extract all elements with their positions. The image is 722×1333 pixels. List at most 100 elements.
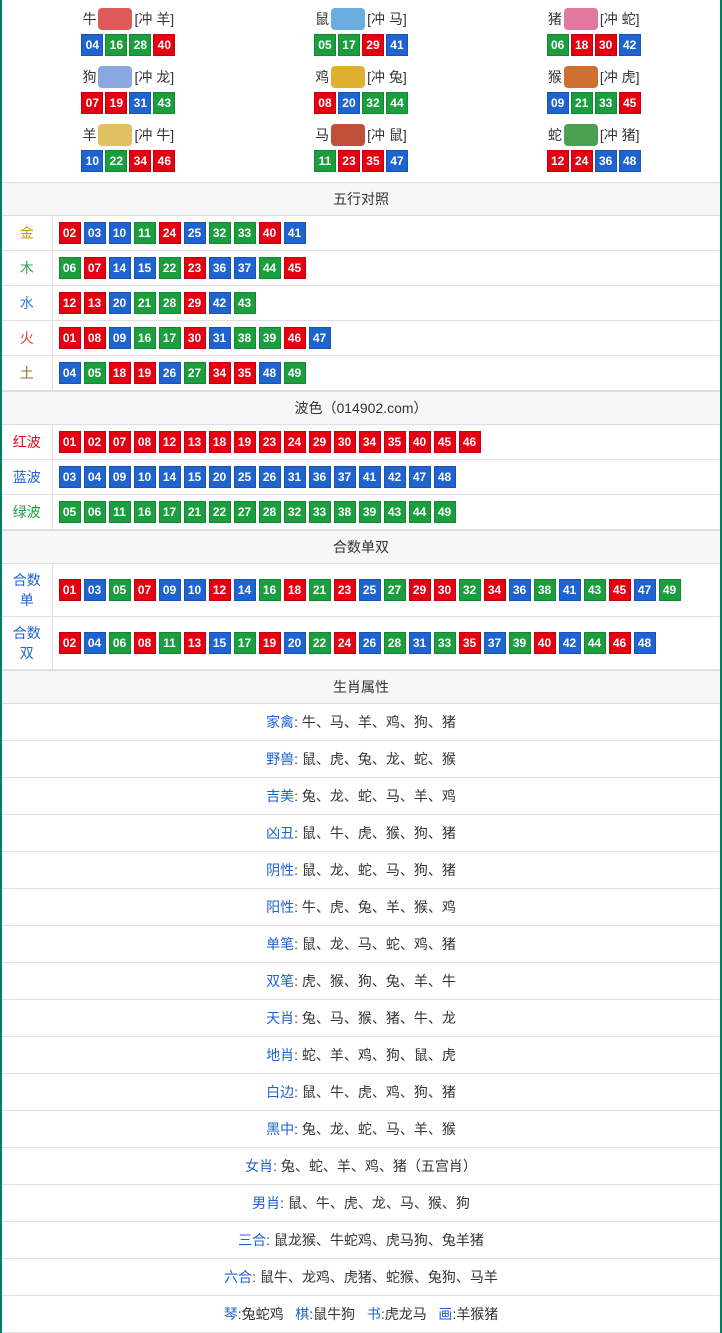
zodiac-balls: 11233547 [245,150,478,172]
ball-38: 38 [534,579,556,601]
ball-36: 36 [309,466,331,488]
zodiac-cell: 狗[冲 龙]07193143 [12,62,245,120]
zodiac-icon [564,8,598,30]
footer-value: :鼠牛狗 [309,1306,355,1322]
attr-row: 白边: 鼠、牛、虎、鸡、狗、猪 [2,1074,720,1111]
zodiac-cell: 牛[冲 羊]04162840 [12,4,245,62]
zodiac-icon [98,66,132,88]
table-row: 火0108091617303138394647 [2,321,720,356]
attr-key: 阴性 [266,862,294,878]
ball-23: 23 [338,150,360,172]
ball-47: 47 [634,579,656,601]
ball-24: 24 [334,632,356,654]
attr-value: 鼠、牛、虎、猴、狗、猪 [302,825,456,841]
ball-32: 32 [209,222,231,244]
ball-40: 40 [259,222,281,244]
footer-key: 棋 [295,1306,309,1322]
ball-32: 32 [459,579,481,601]
ball-41: 41 [386,34,408,56]
ball-41: 41 [284,222,306,244]
attr-sep: : [280,1195,288,1211]
zodiac-name: 蛇 [548,125,562,145]
attr-sep: : [294,1084,302,1100]
ball-20: 20 [284,632,306,654]
ball-08: 08 [134,431,156,453]
table-row: 红波0102070812131819232429303435404546 [2,425,720,460]
ball-49: 49 [659,579,681,601]
attr-sep: : [294,862,302,878]
attr-value: 兔、龙、蛇、马、羊、猴 [302,1121,456,1137]
footer-value: :羊猴猪 [452,1306,498,1322]
attr-sep: : [294,1047,302,1063]
attr-row: 吉美: 兔、龙、蛇、马、羊、鸡 [2,778,720,815]
ball-42: 42 [384,466,406,488]
attr-value: 牛、虎、兔、羊、猴、鸡 [302,899,456,915]
zodiac-balls: 05172941 [245,34,478,56]
zodiac-icon [331,124,365,146]
ball-39: 39 [509,632,531,654]
attr-row: 双笔: 虎、猴、狗、兔、羊、牛 [2,963,720,1000]
row-label: 火 [2,321,52,356]
ball-12: 12 [209,579,231,601]
ball-18: 18 [284,579,306,601]
ball-03: 03 [84,222,106,244]
zodiac-name: 猪 [548,9,562,29]
ball-47: 47 [386,150,408,172]
zodiac-icon [564,66,598,88]
attr-row: 地肖: 蛇、羊、鸡、狗、鼠、虎 [2,1037,720,1074]
ball-46: 46 [284,327,306,349]
ball-09: 09 [109,327,131,349]
ball-19: 19 [259,632,281,654]
ball-11: 11 [109,501,131,523]
ball-06: 06 [109,632,131,654]
attr-row: 单笔: 鼠、龙、马、蛇、鸡、猪 [2,926,720,963]
attr-row: 家禽: 牛、马、羊、鸡、狗、猪 [2,704,720,741]
ball-34: 34 [484,579,506,601]
attr-sep: : [294,714,302,730]
footer-value: :兔蛇鸡 [238,1306,284,1322]
ball-30: 30 [434,579,456,601]
zodiac-chong: [冲 龙] [134,67,174,87]
attr-value: 鼠牛、龙鸡、虎猪、蛇猴、兔狗、马羊 [260,1269,498,1285]
ball-29: 29 [409,579,431,601]
table-row: 金02031011242532334041 [2,216,720,251]
ball-10: 10 [81,150,103,172]
zodiac-name: 猴 [548,67,562,87]
ball-13: 13 [184,431,206,453]
ball-32: 32 [362,92,384,114]
ball-05: 05 [109,579,131,601]
ball-09: 09 [547,92,569,114]
table-row: 绿波05061116172122272832333839434449 [2,495,720,530]
attr-row: 阴性: 鼠、龙、蛇、马、狗、猪 [2,852,720,889]
ball-12: 12 [159,431,181,453]
wuxing-table: 金02031011242532334041木060714152223363744… [2,216,720,391]
ball-24: 24 [571,150,593,172]
ball-03: 03 [59,466,81,488]
attr-value: 鼠、牛、虎、鸡、狗、猪 [302,1084,456,1100]
zodiac-cell: 马[冲 鼠]11233547 [245,120,478,178]
footer-value: :虎龙马 [381,1306,427,1322]
heshu-table: 合数单0103050709101214161821232527293032343… [2,564,720,670]
ball-36: 36 [509,579,531,601]
ball-37: 37 [334,466,356,488]
attr-value: 兔、马、猴、猪、牛、龙 [302,1010,456,1026]
attr-sep: : [294,936,302,952]
zodiac-cell: 猴[冲 虎]09213345 [477,62,710,120]
attr-key: 男肖 [252,1195,280,1211]
zodiac-chong: [冲 羊] [134,9,174,29]
ball-24: 24 [284,431,306,453]
zodiac-cell: 鼠[冲 马]05172941 [245,4,478,62]
ball-28: 28 [129,34,151,56]
ball-33: 33 [595,92,617,114]
row-label: 木 [2,251,52,286]
row-balls: 0108091617303138394647 [52,321,720,356]
ball-08: 08 [84,327,106,349]
ball-49: 49 [284,362,306,384]
zodiac-balls: 06183042 [477,34,710,56]
attr-sep: : [294,825,302,841]
ball-35: 35 [384,431,406,453]
zodiac-name: 鸡 [315,67,329,87]
attr-row: 男肖: 鼠、牛、虎、龙、马、猴、狗 [2,1185,720,1222]
row-balls: 03040910141520252631363741424748 [52,460,720,495]
row-label: 红波 [2,425,52,460]
